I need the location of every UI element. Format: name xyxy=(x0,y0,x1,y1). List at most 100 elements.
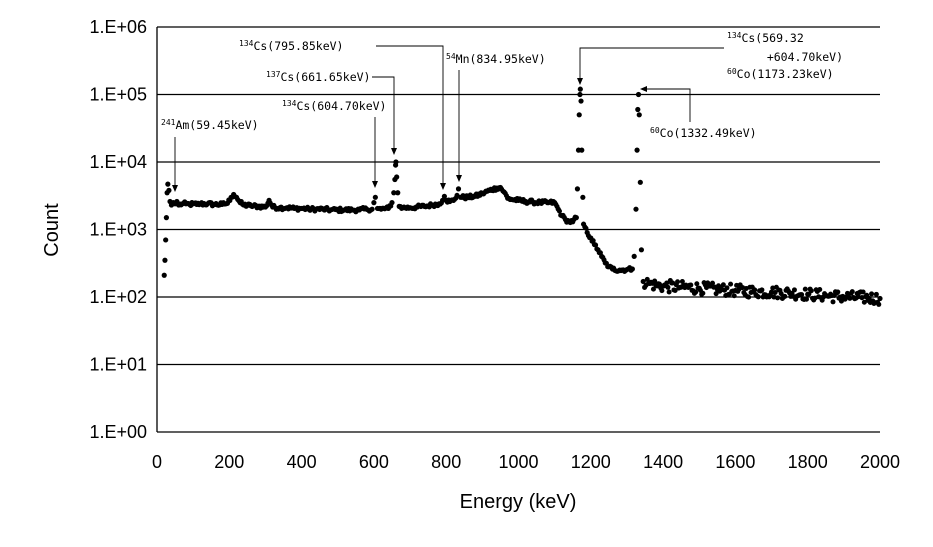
annotation-label: +604.70keV) xyxy=(767,50,843,64)
x-tick-label: 1000 xyxy=(498,452,538,472)
x-axis-ticks: 0 200 400 600 800 1000 1200 1400 1600 1800 2000 xyxy=(152,452,900,472)
data-point xyxy=(162,257,168,263)
data-point xyxy=(752,287,758,293)
data-point xyxy=(860,289,866,295)
x-tick-label: 1200 xyxy=(571,452,611,472)
data-point xyxy=(802,286,808,292)
data-point xyxy=(631,253,637,259)
data-point xyxy=(844,290,850,296)
data-point xyxy=(720,282,726,288)
data-point xyxy=(636,112,642,118)
data-point xyxy=(693,289,699,295)
data-point xyxy=(835,289,841,295)
arrow-head xyxy=(172,185,178,192)
data-points xyxy=(161,86,883,307)
data-point xyxy=(710,280,716,286)
data-point xyxy=(165,181,171,187)
arrow-head xyxy=(440,183,446,190)
data-point xyxy=(394,174,400,180)
x-tick-label: 0 xyxy=(152,452,162,472)
data-point xyxy=(573,215,579,221)
data-point xyxy=(775,295,781,301)
annotation-leader xyxy=(646,88,691,122)
data-point xyxy=(441,193,447,199)
data-point xyxy=(577,91,583,98)
arrow-head xyxy=(391,148,397,155)
data-point xyxy=(161,272,167,278)
x-tick-label: 200 xyxy=(214,452,244,472)
data-point xyxy=(755,294,761,300)
data-point xyxy=(650,286,656,292)
data-point xyxy=(574,186,581,192)
annotation-leader xyxy=(376,45,444,183)
arrow-head xyxy=(640,86,647,92)
x-tick-label: 2000 xyxy=(860,452,900,472)
data-point xyxy=(799,292,805,298)
data-point xyxy=(556,208,562,214)
data-point xyxy=(869,291,875,297)
data-point xyxy=(455,186,462,192)
peak-annotations: 241Am(59.45keV) 134Cs(604.70keV) 137Cs(661… xyxy=(161,31,843,192)
x-tick-label: 1600 xyxy=(715,452,755,472)
arrow-head xyxy=(456,175,462,182)
y-tick-label: 1.E+05 xyxy=(89,85,147,105)
annotation-label: 137Cs(661.65keV) xyxy=(266,70,370,84)
data-point xyxy=(664,280,670,286)
data-point xyxy=(782,293,788,299)
arrow-head xyxy=(577,78,583,85)
annotation-label: 134Cs(604.70keV) xyxy=(282,99,386,113)
data-point xyxy=(635,106,641,113)
data-point xyxy=(644,276,650,282)
arrow-head xyxy=(372,181,378,188)
data-point xyxy=(877,295,883,302)
data-point xyxy=(830,299,836,305)
x-tick-label: 800 xyxy=(431,452,461,472)
x-tick-label: 600 xyxy=(359,452,389,472)
data-point xyxy=(163,215,169,221)
annotation-label: 134Cs(569.32 xyxy=(727,31,804,45)
data-point xyxy=(578,98,584,104)
y-tick-label: 1.E+01 xyxy=(89,355,147,375)
data-point xyxy=(576,112,582,118)
x-tick-label: 1800 xyxy=(788,452,828,472)
data-point xyxy=(728,281,734,287)
data-point xyxy=(746,294,752,300)
y-axis-label: Count xyxy=(41,203,63,257)
data-point xyxy=(633,206,639,212)
data-point xyxy=(371,200,377,206)
data-point xyxy=(439,197,446,203)
data-point xyxy=(873,291,879,297)
y-axis-ticks: 1.E+00 1.E+01 1.E+02 1.E+03 1.E+04 1.E+05 1.E+… xyxy=(89,17,147,442)
y-tick-label: 1.E+06 xyxy=(89,17,147,37)
data-point xyxy=(580,194,586,200)
grid-lines xyxy=(156,26,880,433)
data-point xyxy=(665,284,671,290)
data-point xyxy=(759,287,765,293)
annotation-label: 241Am(59.45keV) xyxy=(161,118,259,132)
annotation-leader xyxy=(579,47,724,78)
data-point xyxy=(724,285,730,291)
x-tick-label: 1400 xyxy=(643,452,683,472)
data-point xyxy=(768,289,775,295)
data-point xyxy=(640,278,646,285)
data-point xyxy=(369,206,375,212)
data-point xyxy=(163,237,169,243)
data-point xyxy=(637,179,643,185)
data-point xyxy=(688,282,694,288)
annotation-label: 60Co(1173.23keV) xyxy=(727,67,834,81)
data-point xyxy=(731,293,737,299)
y-tick-label: 1.E+00 xyxy=(89,422,147,442)
data-point xyxy=(635,91,642,98)
data-point xyxy=(579,147,585,153)
data-point xyxy=(675,279,681,285)
data-point xyxy=(803,296,809,302)
data-point xyxy=(395,190,401,196)
data-point xyxy=(577,86,583,92)
data-point xyxy=(393,159,399,165)
data-point xyxy=(713,291,719,297)
annotation-leader xyxy=(372,76,395,148)
data-point xyxy=(808,288,814,294)
data-point xyxy=(659,288,665,294)
annotation-label: 134Cs(795.85keV) xyxy=(239,39,343,53)
